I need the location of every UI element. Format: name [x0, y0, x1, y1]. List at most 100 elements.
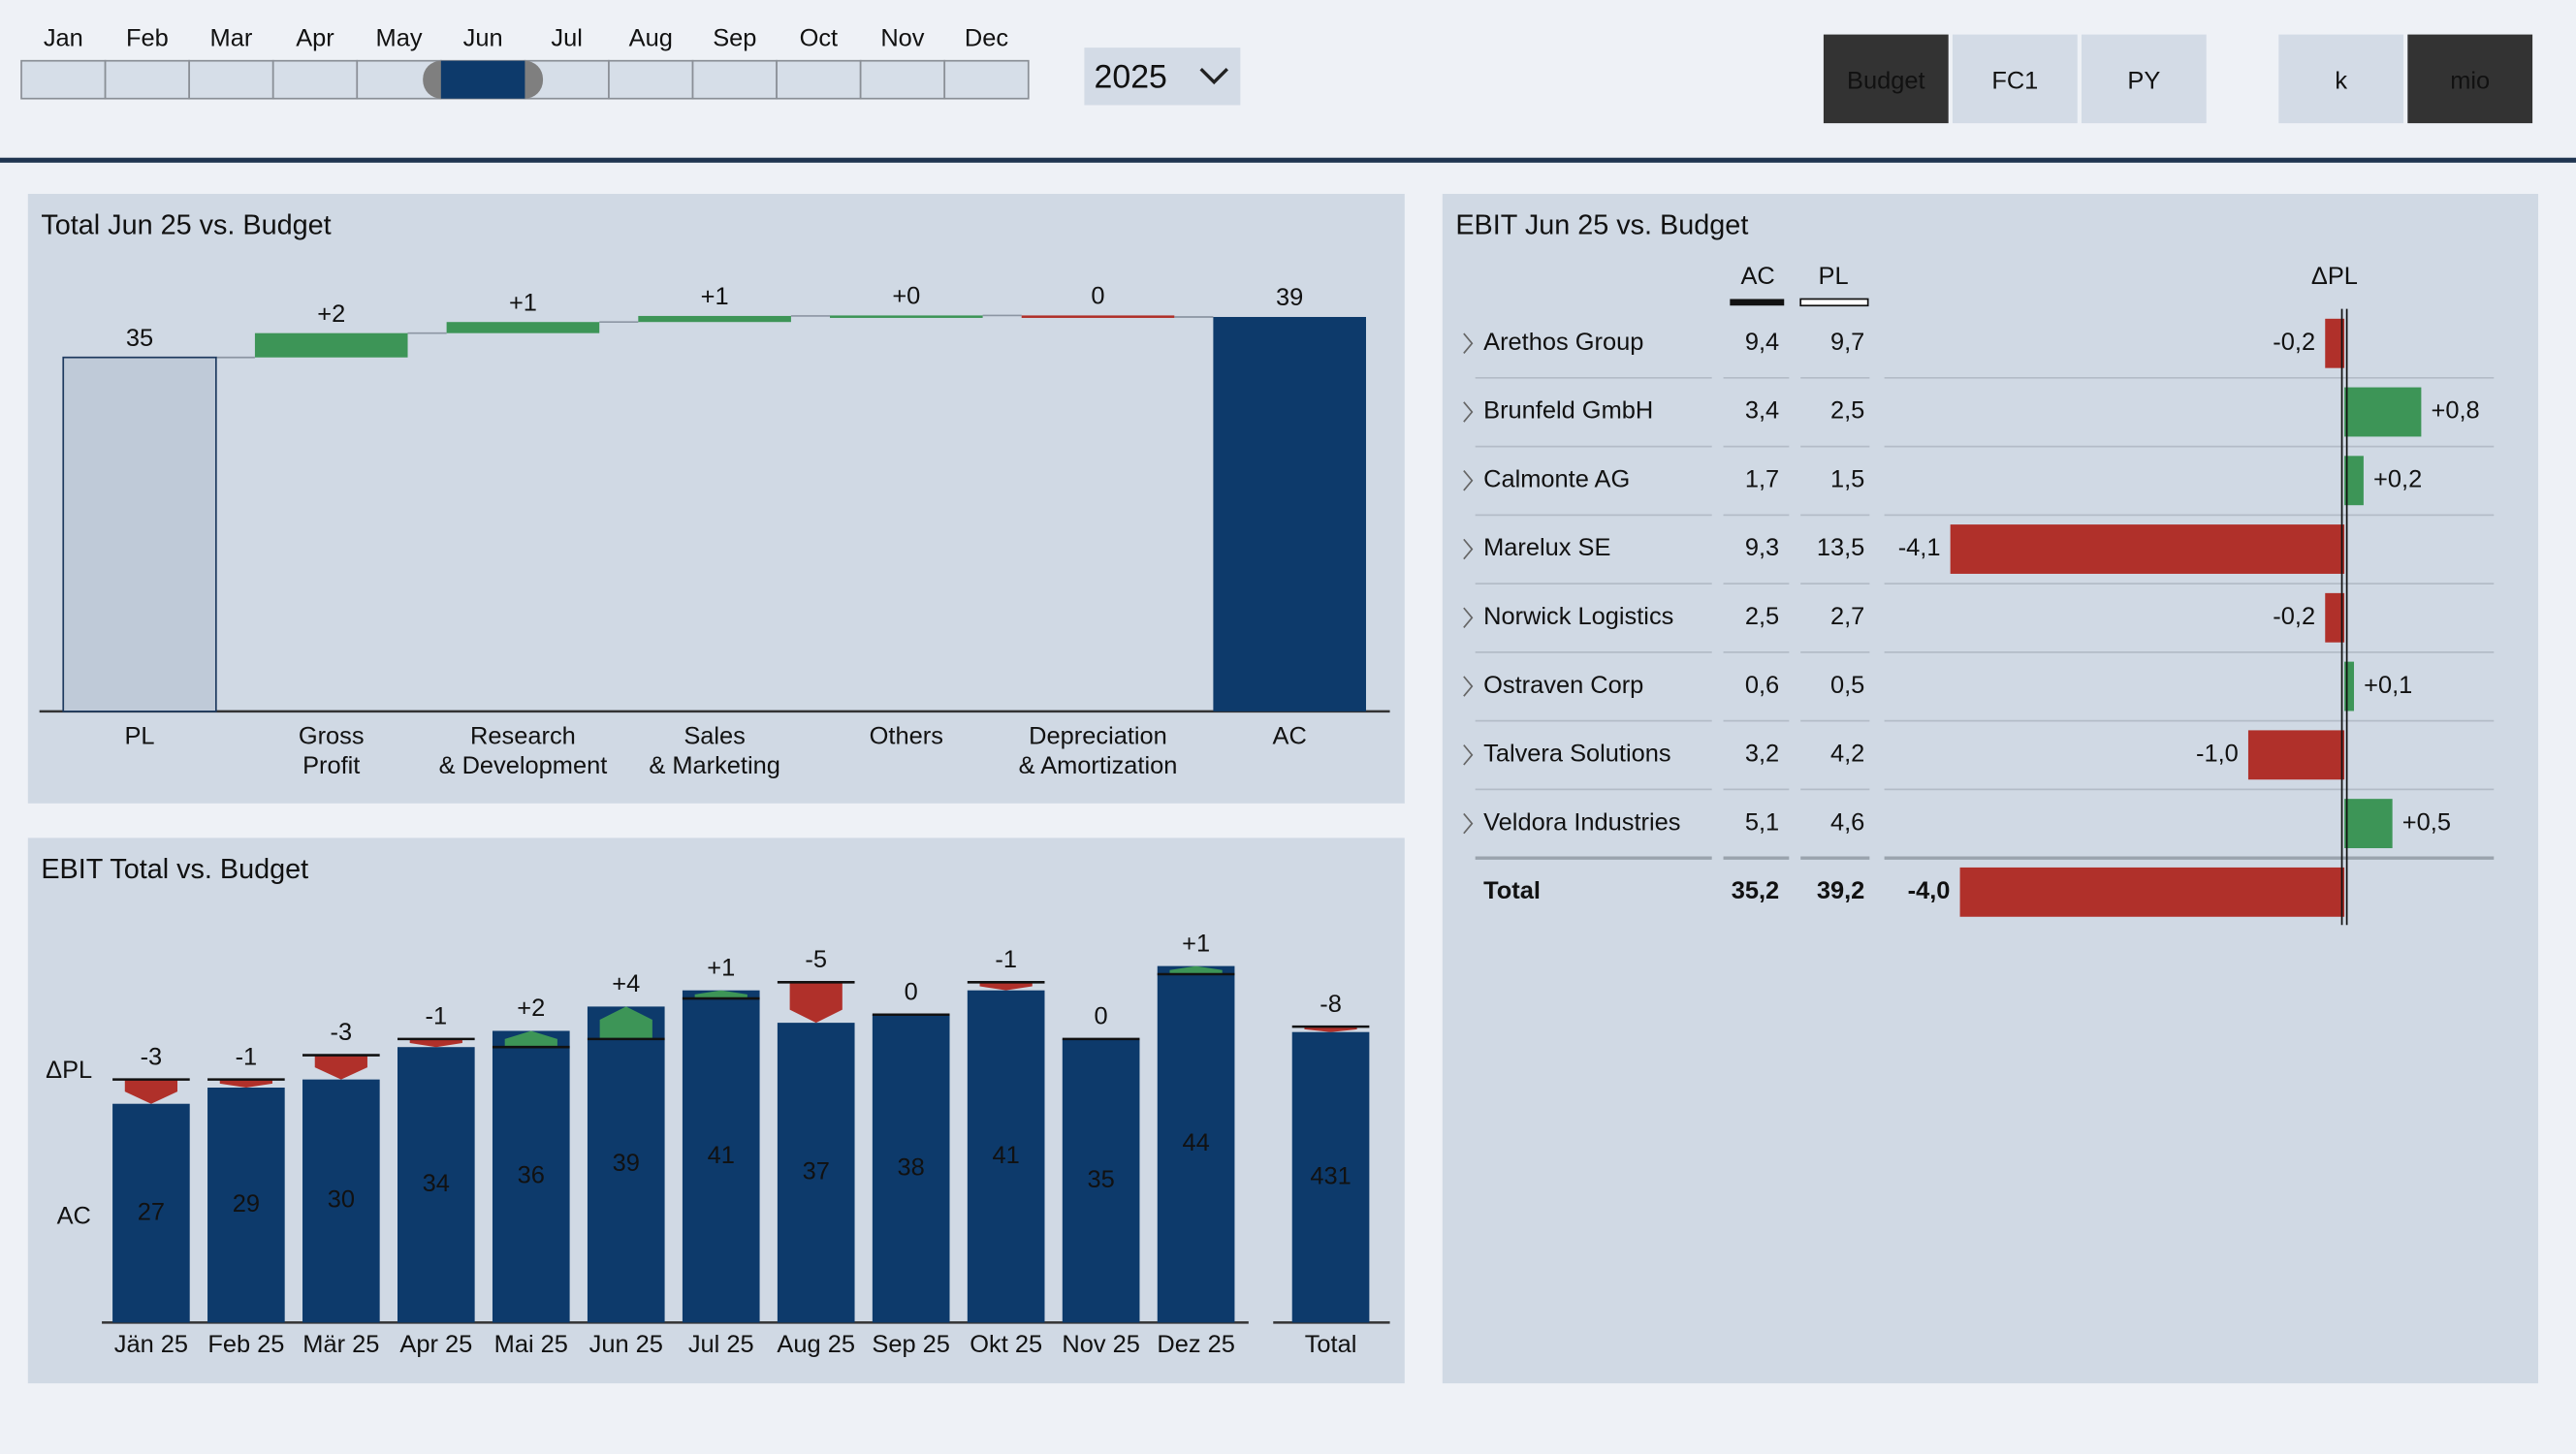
category-label: Profit [302, 752, 360, 779]
month-cell[interactable] [104, 59, 190, 100]
row-name: Arethos Group [1483, 329, 1643, 356]
month-label: Sep [713, 24, 756, 51]
waterfall-bar [638, 315, 791, 323]
pl-cell: 9,7 [1830, 329, 1864, 356]
waterfall-panel [27, 194, 1405, 804]
delta-label: +1 [1182, 930, 1210, 957]
ac-cell: 5,1 [1745, 808, 1779, 836]
pl-cell: 4,6 [1830, 808, 1864, 836]
row-label: ΔPL [46, 1057, 92, 1084]
waterfall-bar [830, 315, 983, 318]
expand-chevron[interactable] [1463, 470, 1474, 491]
ac-cell: 0,6 [1745, 672, 1779, 699]
category-label: Research [470, 723, 576, 750]
row-name: Talvera Solutions [1483, 741, 1670, 768]
month-cell[interactable] [776, 59, 862, 100]
x-label: Feb 25 [207, 1331, 284, 1358]
ac-bar [587, 1006, 665, 1323]
month-cell[interactable] [943, 59, 1030, 100]
toggle-button[interactable] [2407, 34, 2533, 124]
month-label: Jun [463, 24, 503, 51]
ac-label: 37 [803, 1157, 830, 1185]
category-label: & Marketing [649, 752, 780, 779]
value-label: +1 [509, 289, 537, 316]
row-label: AC [57, 1203, 91, 1230]
button-label: k [2335, 67, 2347, 94]
delta-bar [2325, 592, 2345, 643]
x-label: Aug 25 [777, 1331, 855, 1358]
value-label: 0 [1091, 282, 1104, 309]
year-dropdown[interactable] [1084, 47, 1241, 106]
category-label: Others [870, 723, 943, 750]
month-label: Jan [44, 24, 83, 51]
delta-marker [789, 982, 843, 1024]
month-cell[interactable] [608, 59, 694, 100]
ac-bar [872, 1014, 950, 1323]
delta-label: -3 [141, 1043, 163, 1070]
month-label: Dec [965, 24, 1008, 51]
waterfall-bar [1213, 316, 1366, 711]
ac-cell: 3,4 [1745, 397, 1779, 425]
delta-label: -0,2 [2273, 603, 2315, 630]
month-label: Oct [800, 24, 839, 51]
button-label: Budget [1847, 67, 1925, 94]
delta-label: -5 [805, 946, 827, 973]
delta-marker [1169, 965, 1223, 974]
delta-bar [2344, 799, 2393, 848]
expand-chevron[interactable] [1463, 812, 1474, 835]
toggle-button[interactable] [2081, 34, 2207, 124]
pl-cell: 4,2 [1830, 741, 1864, 768]
waterfall-bar [446, 322, 600, 333]
expand-chevron[interactable] [1463, 332, 1474, 354]
category-label: AC [1273, 723, 1307, 750]
pl-cell: 2,5 [1830, 397, 1864, 425]
year-label: 2025 [1095, 58, 1167, 95]
month-label: Feb [126, 24, 169, 51]
pl-cell: 13,5 [1817, 534, 1864, 561]
col-header: AC [1740, 263, 1774, 290]
ac-label: 39 [613, 1150, 640, 1177]
ac-cell: 3,2 [1745, 741, 1779, 768]
toggle-button[interactable] [2278, 34, 2404, 124]
ac-label: 41 [993, 1142, 1020, 1169]
toggle-button[interactable] [1952, 34, 2078, 124]
delta-label: +0,8 [2432, 397, 2480, 425]
value-label: +0 [892, 282, 920, 309]
ac-label: 431 [1310, 1162, 1351, 1189]
delta-label: -4,0 [1908, 877, 1951, 904]
delta-bar [2344, 387, 2422, 437]
ac-bar [777, 1023, 855, 1323]
month-cell[interactable] [271, 59, 359, 100]
expand-chevron[interactable] [1463, 676, 1474, 697]
delta-label: +4 [612, 970, 640, 997]
pl-cell: 39,2 [1817, 877, 1864, 904]
selected-month[interactable] [440, 60, 525, 99]
expand-chevron[interactable] [1463, 401, 1474, 423]
delta-bar [2344, 456, 2364, 506]
month-cell[interactable] [691, 59, 778, 100]
ac-bar [967, 990, 1045, 1323]
waterfall-bar [254, 332, 408, 358]
delta-label: 0 [1095, 1003, 1108, 1030]
button-label: mio [2450, 67, 2490, 94]
expand-chevron[interactable] [1463, 538, 1474, 560]
toggle-button[interactable] [1823, 34, 1949, 124]
expand-chevron[interactable] [1463, 744, 1474, 766]
ac-label: 35 [1088, 1166, 1115, 1193]
delta-marker [314, 1055, 367, 1080]
ac-label: 34 [423, 1170, 450, 1197]
delta-label: -0,2 [2273, 329, 2315, 356]
month-cell[interactable] [188, 59, 274, 100]
row-name: Brunfeld GmbH [1483, 397, 1653, 425]
expand-chevron[interactable] [1463, 607, 1474, 629]
x-label: Mär 25 [302, 1331, 379, 1358]
month-cell[interactable] [20, 59, 107, 100]
month-cell[interactable] [859, 59, 946, 100]
delta-marker [694, 990, 747, 999]
delta-bar [2325, 318, 2345, 368]
button-label: PY [2127, 67, 2160, 94]
ac-label: 41 [708, 1142, 735, 1169]
delta-label: +0,2 [2373, 465, 2422, 492]
month-label: Aug [629, 24, 673, 51]
